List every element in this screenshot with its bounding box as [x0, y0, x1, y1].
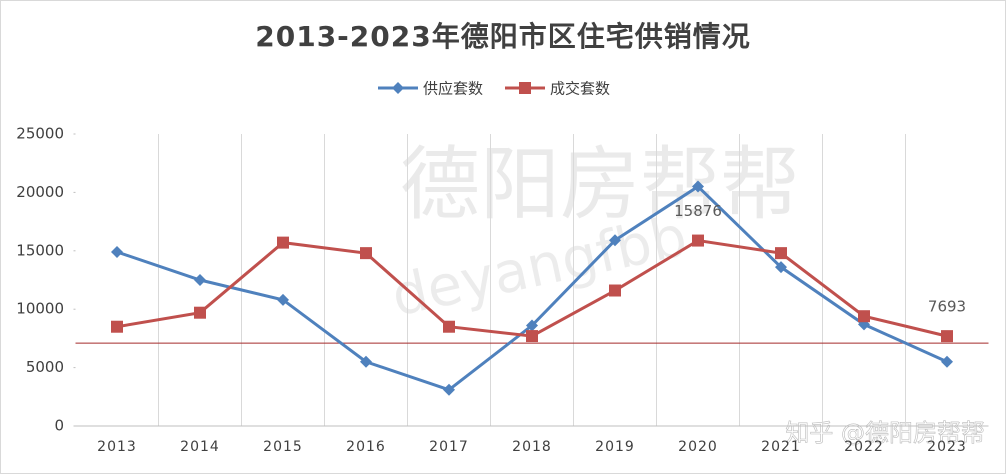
data-label: 15876: [674, 202, 722, 220]
marker: [858, 310, 870, 323]
marker: [526, 319, 538, 332]
x-tick-label: 2013: [97, 439, 137, 455]
y-tick-label: 15000: [16, 241, 64, 259]
y-tick-label: 25000: [16, 125, 64, 143]
x-tick-label: 2015: [263, 439, 303, 455]
marker: [194, 306, 206, 319]
marker: [519, 82, 531, 94]
legend-label: 成交套数: [550, 80, 610, 98]
marker: [360, 247, 372, 260]
x-tick-label: 2020: [678, 439, 718, 455]
marker: [775, 261, 787, 274]
y-tick-label: 10000: [16, 300, 64, 318]
marker: [941, 355, 953, 368]
legend-label: 供应套数: [423, 80, 483, 98]
x-tick-label: 2023: [927, 439, 967, 455]
data-label: 7693: [928, 298, 966, 316]
y-tick-label: 20000: [16, 183, 64, 201]
marker: [277, 236, 289, 249]
x-tick-label: 2017: [429, 439, 469, 455]
marker: [692, 180, 704, 193]
marker: [194, 274, 206, 286]
marker: [526, 330, 538, 343]
marker: [111, 245, 123, 258]
marker: [692, 234, 704, 247]
x-tick-label: 2018: [512, 439, 552, 455]
y-tick-label: 0: [54, 417, 64, 435]
marker: [609, 284, 621, 297]
marker: [443, 383, 455, 396]
legend-item: 成交套数: [505, 80, 610, 98]
footer-watermark: 知乎 @德阳房帮帮: [785, 419, 985, 447]
chart-title: 2013-2023年德阳市区住宅供销情况: [255, 20, 750, 53]
marker: [609, 234, 621, 247]
x-tick-label: 2019: [595, 439, 635, 455]
x-tick-label: 2022: [844, 439, 884, 455]
x-tick-label: 2016: [346, 439, 386, 455]
marker: [775, 247, 787, 260]
legend-item: 供应套数: [378, 80, 483, 98]
x-tick-label: 2014: [180, 439, 220, 455]
watermark: 德阳房帮帮: [400, 138, 800, 231]
marker: [360, 355, 372, 368]
marker: [111, 320, 123, 333]
marker: [941, 330, 953, 343]
x-tick-label: 2021: [761, 439, 801, 455]
marker: [277, 293, 289, 306]
marker: [443, 320, 455, 333]
marker: [392, 82, 404, 94]
y-tick-label: 5000: [26, 358, 64, 376]
